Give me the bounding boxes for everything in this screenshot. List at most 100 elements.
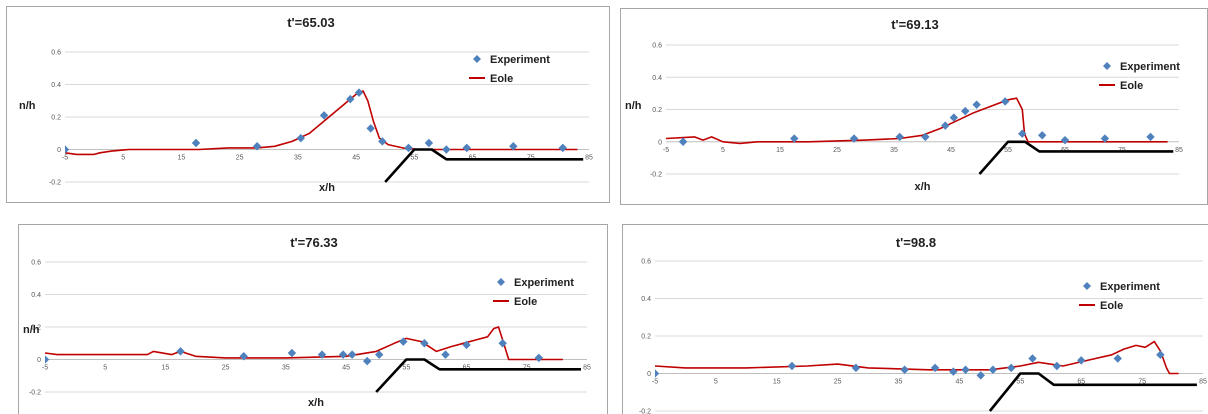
experiment-point [176,347,185,356]
chart-panel-4: -0.2 0 0.2 0.4 0.6 -5 5 15 25 35 45 55 65 75 85 t'=98.8… [622,224,1208,414]
x-tick-label: 55 [402,365,410,372]
legend-label: Experiment [514,277,574,289]
experiment-point [790,134,799,143]
x-tick-label: 5 [714,379,718,386]
x-axis-label: x/h [319,182,335,194]
x-tick-label: 35 [282,365,290,372]
y-tick-label: 0.2 [51,115,61,122]
x-tick-label: 45 [352,155,360,162]
experiment-point [375,350,384,359]
legend-marker-experiment [1083,282,1091,290]
legend-marker-experiment [497,278,505,286]
experiment-point [296,133,305,143]
x-tick-label: 55 [1004,147,1012,154]
experiment-point [462,143,471,153]
y-tick-label: -0.2 [49,180,61,187]
chart-svg: -0.200.20.40.6-5 5 15 25 35 45 55 65 75 85t'=65.0… [19,15,593,194]
experiment-point [1007,363,1016,373]
y-tick-label: 0 [647,371,651,378]
bathymetry-line [375,358,581,393]
x-tick-label: 25 [834,379,842,386]
experiment-point [921,132,930,142]
plot-area [655,340,1197,412]
x-tick-label: 35 [890,147,898,154]
experiment-point [895,132,904,142]
experiment-point [988,365,998,374]
experiment-point [509,142,518,151]
y-tick-label: -0.2 [650,172,662,179]
x-tick-label: 15 [773,379,781,386]
experiment-point [362,356,372,366]
experiment-point [65,145,70,154]
x-tick-label: 25 [833,147,841,154]
chart-svg: -0.2 0 0.2 0.4 0.6 -5 5 15 25 35 45 55 65 75 85 t'=98.8… [639,235,1207,414]
experiment-point [900,365,909,374]
x-tick-label: 25 [222,365,230,372]
x-tick-label: 5 [121,155,125,162]
experiment-point [317,350,327,359]
y-tick-label: 0.6 [31,260,41,267]
experiment-point [354,88,364,97]
x-tick-label: 75 [1138,379,1146,386]
experiment-point [949,367,958,376]
y-tick-label: 0 [57,147,61,154]
x-tick-label: -5 [62,155,68,162]
experiment-point [1052,361,1062,371]
chart-title: t'=76.33 [290,235,338,250]
x-tick-label: 85 [585,155,593,162]
experiment-point [1156,350,1165,359]
x-tick-label: 25 [236,155,244,162]
y-tick-label: -0.2 [29,390,41,397]
y-tick-label: 0.2 [652,107,662,114]
chart-title: t'=69.13 [891,17,939,32]
y-tick-label: 0.4 [652,75,662,82]
experiment-point [1038,131,1047,140]
x-tick-label: -5 [42,365,48,372]
eole-series-line [65,90,578,156]
experiment-point [787,361,797,371]
x-tick-label: 15 [162,365,170,372]
chart-title: t'=98.8 [896,235,936,250]
x-tick-label: 5 [721,147,725,154]
legend-marker-experiment [1103,62,1111,70]
experiment-point [851,363,861,373]
x-tick-label: 35 [895,379,903,386]
experiment-point [1100,134,1110,143]
y-tick-label: 0.4 [51,82,61,89]
x-tick-label: 55 [410,155,418,162]
experiment-point [961,106,970,116]
y-tick-label: 0.6 [641,259,651,266]
experiment-point [424,138,434,148]
experiment-point [498,339,507,348]
experiment-point [378,137,387,146]
experiment-point [252,142,262,151]
legend-label: Eole [1100,300,1123,312]
x-tick-label: 45 [342,365,350,372]
y-axis-label: n/h [23,324,40,336]
y-tick-label: 0 [37,357,41,364]
bathymetry-line [384,148,584,183]
legend-label: Eole [490,73,513,85]
legend-label: Eole [514,296,537,308]
legend-label: Eole [1120,80,1143,92]
chart-title: t'=65.03 [287,15,335,30]
experiment-point [558,143,567,153]
experiment-point [441,350,450,359]
eole-series-line [666,97,1168,145]
x-tick-label: 85 [1175,147,1183,154]
y-axis-label: n/h [625,100,642,112]
x-tick-label: 5 [103,365,107,372]
experiment-point [1113,354,1122,363]
experiment-point [930,363,940,373]
y-axis-label: n/h [19,100,36,112]
experiment-point [347,350,357,359]
experiment-point [1077,356,1086,365]
legend-label: Experiment [1120,61,1180,73]
experiment-point [1060,135,1070,145]
experiment-point [239,352,248,361]
chart-svg: -0.200.20.40.6-5 5 15 25 35 45 55 65 75 85t'=76.3… [23,235,591,409]
y-tick-label: 0.4 [31,292,41,299]
x-tick-label: 85 [1199,379,1207,386]
experiment-point [442,145,451,154]
x-tick-label: 45 [956,379,964,386]
